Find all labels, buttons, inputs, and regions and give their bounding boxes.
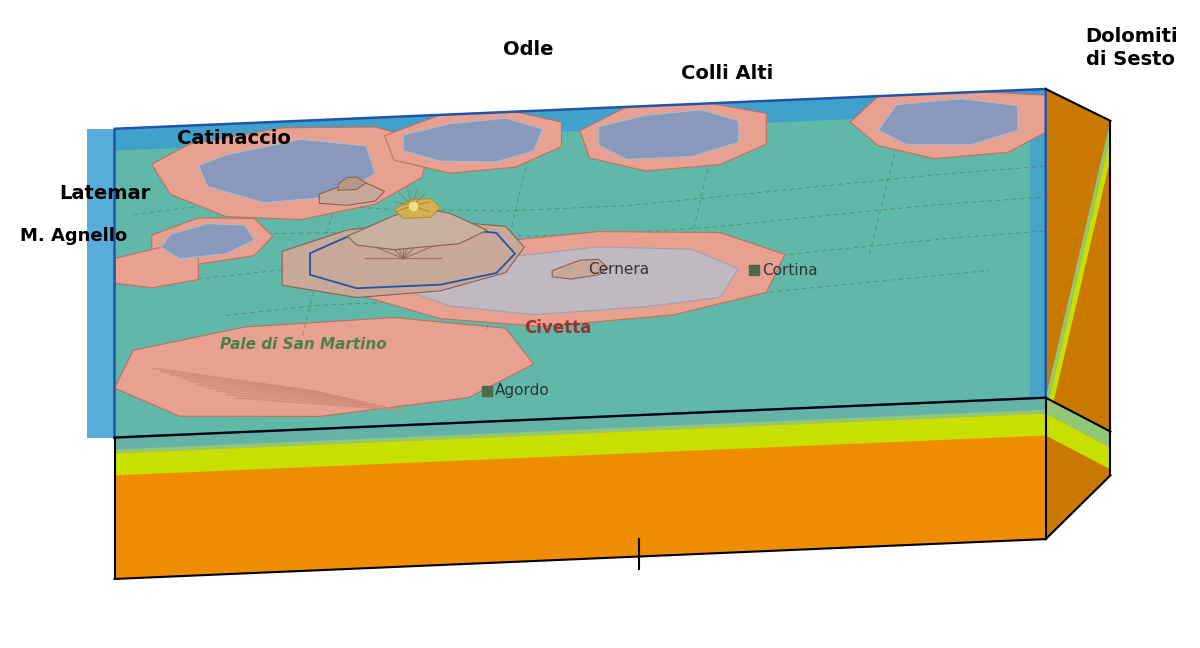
Polygon shape xyxy=(114,89,1045,437)
Text: Pale di San Martino: Pale di San Martino xyxy=(221,338,388,353)
Text: Agordo: Agordo xyxy=(494,383,550,399)
Polygon shape xyxy=(850,92,1045,159)
Polygon shape xyxy=(338,177,366,191)
Polygon shape xyxy=(114,248,198,288)
Polygon shape xyxy=(151,127,431,220)
Text: Cernera: Cernera xyxy=(588,262,649,277)
Text: M. Agnello: M. Agnello xyxy=(20,227,127,246)
Polygon shape xyxy=(114,413,1045,476)
Polygon shape xyxy=(114,398,1046,450)
Text: Dolomiti: Dolomiti xyxy=(1086,27,1178,46)
Polygon shape xyxy=(394,199,440,218)
Polygon shape xyxy=(86,129,114,437)
Polygon shape xyxy=(878,98,1018,145)
Polygon shape xyxy=(1045,413,1110,469)
Polygon shape xyxy=(403,118,542,162)
Polygon shape xyxy=(114,318,534,417)
Polygon shape xyxy=(282,220,524,297)
Polygon shape xyxy=(114,398,1045,579)
Polygon shape xyxy=(599,110,738,159)
Text: Colli Alti: Colli Alti xyxy=(680,64,773,82)
Polygon shape xyxy=(1030,89,1045,398)
Polygon shape xyxy=(1045,89,1110,432)
Polygon shape xyxy=(1045,121,1110,539)
Polygon shape xyxy=(384,111,562,173)
Text: Cortina: Cortina xyxy=(762,262,817,278)
Polygon shape xyxy=(319,183,384,205)
Text: Civetta: Civetta xyxy=(524,319,592,337)
Polygon shape xyxy=(552,259,608,279)
Polygon shape xyxy=(1045,137,1110,435)
Polygon shape xyxy=(366,231,785,327)
Polygon shape xyxy=(114,89,1046,151)
Polygon shape xyxy=(347,208,487,249)
Polygon shape xyxy=(198,139,376,203)
Polygon shape xyxy=(151,218,272,264)
Text: Catinaccio: Catinaccio xyxy=(178,129,290,148)
Polygon shape xyxy=(580,103,767,171)
Polygon shape xyxy=(1045,398,1110,448)
Polygon shape xyxy=(1045,121,1110,413)
Text: Odle: Odle xyxy=(503,40,553,58)
Text: di Sesto: di Sesto xyxy=(1086,50,1175,69)
Polygon shape xyxy=(161,224,254,259)
Text: Latemar: Latemar xyxy=(59,184,150,203)
Polygon shape xyxy=(403,247,738,315)
Polygon shape xyxy=(114,398,1045,454)
